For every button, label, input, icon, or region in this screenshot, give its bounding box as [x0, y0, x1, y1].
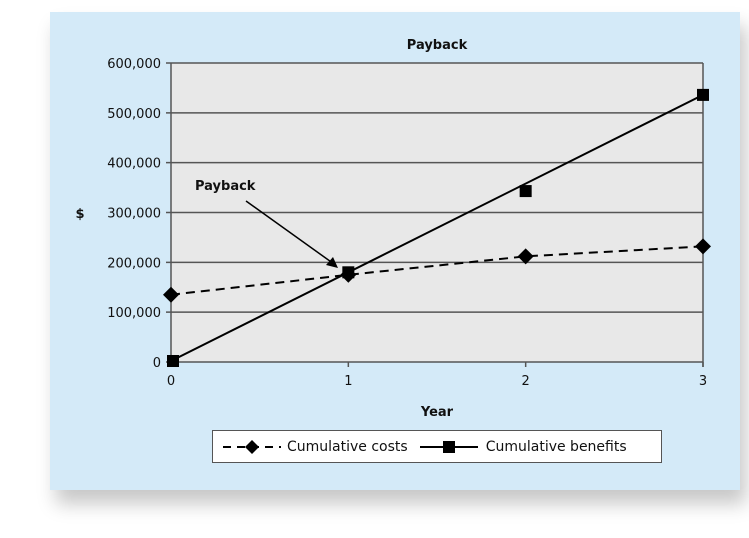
x-tick-label: 0 [167, 374, 175, 389]
cumulative-benefits-point [519, 185, 532, 198]
dashed-diamond-icon [223, 439, 281, 454]
solid-square-icon [419, 440, 478, 453]
payback-arrow [245, 200, 335, 265]
y-tick-label: 0 [153, 356, 161, 371]
payback-arrowhead [326, 257, 338, 268]
legend-label-benefits: Cumulative benefits [485, 438, 627, 455]
cumulative-costs-point [695, 238, 711, 255]
y-tick-label: 300,000 [107, 207, 161, 222]
y-tick-label: 400,000 [107, 157, 161, 172]
legend-item-benefits: Cumulative benefits [418, 439, 627, 455]
legend-label-costs: Cumulative costs [287, 438, 408, 455]
cumulative-costs-point [517, 248, 534, 265]
x-tick-label: 1 [344, 374, 352, 389]
x-tick-label: 2 [522, 374, 530, 389]
legend: Cumulative costs Cumulative benefits [212, 430, 662, 463]
cumulative-benefits-line [170, 93, 704, 362]
legend-item-costs: Cumulative costs [221, 439, 408, 455]
cumulative-benefits-point [342, 266, 355, 279]
y-axis-label: $ [75, 207, 84, 222]
y-tick-label: 100,000 [107, 306, 161, 321]
payback-annotation: Payback [195, 179, 256, 194]
x-axis-label: Year [420, 405, 454, 420]
y-tick-label: 600,000 [107, 57, 161, 72]
cumulative-benefits-point [697, 88, 709, 101]
chart-title: Payback [407, 38, 468, 53]
y-tick-label: 500,000 [107, 107, 161, 122]
y-tick-label: 200,000 [107, 256, 161, 271]
x-tick-label: 3 [699, 374, 707, 389]
cumulative-benefits-point [167, 355, 179, 368]
cumulative-costs-point [163, 286, 179, 303]
